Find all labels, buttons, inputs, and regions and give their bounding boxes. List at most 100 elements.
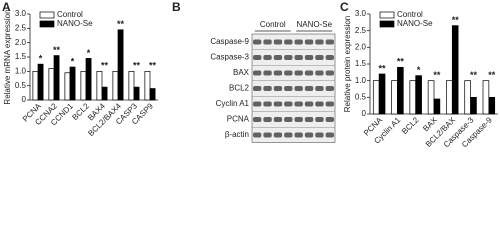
significance: ** <box>470 70 478 80</box>
blot-band <box>304 117 314 122</box>
blot-band <box>273 86 283 91</box>
blot-band <box>253 132 262 138</box>
bar <box>397 66 404 115</box>
y-tick-label: 1.0 <box>15 66 27 75</box>
significance: * <box>71 56 75 66</box>
blot-band <box>273 70 283 76</box>
y-tick-label: 1.0 <box>355 76 367 85</box>
panel-label: A <box>2 0 11 14</box>
row-label: BCL2 <box>229 84 250 93</box>
blot-band <box>315 39 324 45</box>
bar <box>32 70 39 101</box>
blot-band <box>253 39 262 45</box>
row-label: PCNA <box>227 115 250 124</box>
bar <box>464 80 471 115</box>
blot-band <box>315 55 324 60</box>
legend-swatch <box>39 11 55 19</box>
group-label: Control <box>260 20 286 29</box>
legend-swatch <box>379 20 395 28</box>
figure: A B C Relative mRNA expression 0 0.5 1.0 1.5… <box>2 0 498 149</box>
y-tick-label: 3.0 <box>355 9 367 18</box>
significance: ** <box>488 70 496 80</box>
significance: ** <box>133 61 141 71</box>
blot-band <box>304 39 314 45</box>
significance: * <box>39 54 43 64</box>
blot-band <box>315 117 324 122</box>
blot-band <box>304 86 314 91</box>
significance: ** <box>452 15 460 25</box>
bar <box>48 68 55 101</box>
blot-band <box>325 117 334 122</box>
bar <box>372 80 380 115</box>
blot-band <box>325 70 334 76</box>
blot-band <box>304 55 314 60</box>
legend-label: NANO-Se <box>57 19 93 28</box>
blot-band <box>315 70 324 76</box>
blot-band <box>294 86 303 91</box>
blot-band <box>294 39 303 45</box>
blot-band <box>284 101 293 107</box>
bar <box>133 86 140 101</box>
blot-band <box>294 70 303 76</box>
blot-band <box>273 39 283 45</box>
bar <box>80 70 87 101</box>
blot-band <box>304 101 314 107</box>
y-tick-label: 0 <box>22 95 27 104</box>
y-axis-label: Relative protein expression <box>343 16 352 113</box>
bar <box>64 72 71 101</box>
y-tick-label: 2.5 <box>355 26 367 35</box>
significance: ** <box>397 57 405 67</box>
blot-band <box>253 101 262 107</box>
blot-band <box>315 132 324 138</box>
x-tick-label: BCL2 <box>400 115 421 136</box>
blot-band <box>253 86 262 91</box>
row-label: β-actin <box>225 130 249 139</box>
row-label: Caspase-3 <box>210 53 249 62</box>
significance: ** <box>53 45 61 55</box>
panel-label: C <box>340 0 349 14</box>
bar <box>391 80 398 115</box>
legend-swatch <box>379 11 395 19</box>
bar <box>446 80 453 115</box>
blot-band <box>253 117 262 122</box>
bar <box>451 25 459 115</box>
blot-band <box>263 117 272 122</box>
legend-swatch <box>39 20 55 28</box>
significance: * <box>417 65 421 75</box>
blot-band <box>263 55 272 60</box>
blot-band <box>284 70 293 76</box>
blot-band <box>284 55 293 60</box>
bar <box>427 80 435 115</box>
blot-band <box>263 101 272 107</box>
bar <box>433 98 441 115</box>
legend-label: NANO-Se <box>397 19 433 28</box>
blot-band <box>325 55 334 60</box>
blot-band <box>294 101 303 107</box>
blot-band <box>304 132 314 138</box>
bar <box>112 70 119 101</box>
significance: ** <box>117 19 125 29</box>
blot-band <box>294 117 303 122</box>
blot-band <box>294 132 303 138</box>
y-tick-label: 1.5 <box>355 59 367 68</box>
y-axis-label: Relative mRNA expression <box>3 9 12 104</box>
blot-band <box>273 132 283 138</box>
blot-band <box>284 117 293 122</box>
significance: * <box>87 48 91 58</box>
blot-band <box>304 70 314 76</box>
y-tick-label: 3.0 <box>15 9 27 18</box>
y-tick-label: 0 <box>362 109 367 118</box>
bar <box>149 88 156 101</box>
panel-label: B <box>172 0 181 14</box>
bar <box>37 63 44 101</box>
blot-band <box>294 55 303 60</box>
blot-band <box>284 39 293 45</box>
bar <box>69 66 76 101</box>
blot-band <box>273 55 283 60</box>
group-label: NANO-Se <box>296 20 332 29</box>
blot-band <box>263 86 272 91</box>
bar <box>415 75 422 115</box>
blot-band <box>253 55 262 60</box>
y-tick-label: 2.0 <box>15 38 27 47</box>
significance: ** <box>379 63 387 73</box>
